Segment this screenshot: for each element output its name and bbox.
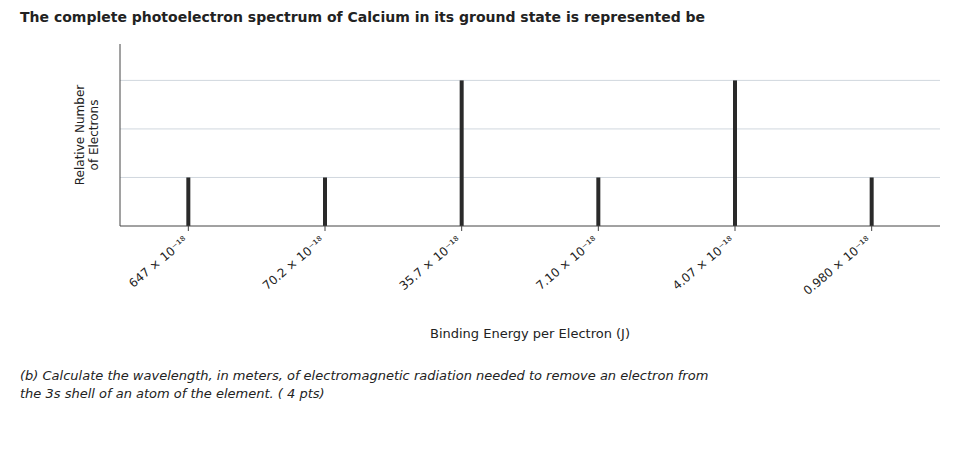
x-axis: 647 × 10⁻¹⁸ 70.2 × 10⁻¹⁸ 35.7 × 10⁻¹⁸ 7.10 … [126, 226, 873, 298]
x-tick-label: 4.07 × 10⁻¹⁸ [670, 233, 737, 292]
grid-line [120, 80, 940, 81]
x-tick [735, 226, 736, 231]
peak [323, 177, 327, 226]
grid-line [120, 177, 940, 178]
x-tick [461, 226, 462, 231]
x-tick [188, 226, 189, 231]
x-tick-label: 70.2 × 10⁻¹⁸ [260, 233, 327, 292]
x-tick [871, 226, 872, 231]
peaks [186, 80, 873, 226]
x-tick-label: 7.10 × 10⁻¹⁸ [533, 233, 600, 292]
peak [186, 177, 190, 226]
x-tick [598, 226, 599, 231]
subtitle: (b) Calculate the wavelength, in meters,… [20, 368, 708, 401]
x-tick-label: 0.980 × 10⁻¹⁸ [801, 233, 874, 297]
peak [460, 80, 464, 226]
peak [733, 80, 737, 226]
grid-line [120, 128, 940, 129]
x-tick-label: 647 × 10⁻¹⁸ [126, 233, 190, 290]
x-axis-label: Binding Energy per Electron (J) [430, 326, 630, 341]
peak [596, 177, 600, 226]
title: The complete photoelectron spectrum of C… [20, 9, 705, 25]
y-axis-line [120, 44, 121, 226]
x-tick-label: 35.7 × 10⁻¹⁸ [397, 233, 464, 292]
chart: The complete photoelectron spectrum of C… [0, 0, 980, 473]
grid [120, 80, 940, 177]
y-axis-label: Relative Numberof Electrons [73, 85, 101, 185]
x-axis-line [120, 226, 940, 227]
x-tick [325, 226, 326, 231]
peak [870, 177, 874, 226]
